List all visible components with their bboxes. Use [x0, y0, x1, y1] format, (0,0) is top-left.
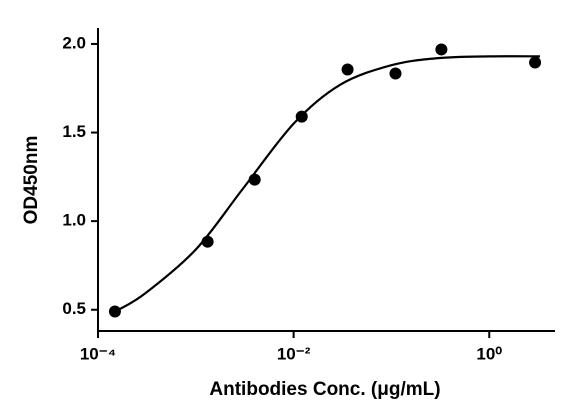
- x-tick-label: 10⁻²: [277, 344, 311, 363]
- data-point: [341, 63, 354, 76]
- data-point: [108, 305, 121, 318]
- y-tick-label: 0.5: [62, 299, 86, 318]
- fit-curve: [114, 55, 540, 313]
- data-point: [389, 67, 402, 80]
- x-axis-title: Antibodies Conc. (μg/mL): [209, 379, 440, 400]
- x-tick-label: 10⁻⁴: [80, 344, 116, 363]
- data-point: [529, 56, 542, 69]
- y-tick-label: 2.0: [62, 33, 86, 52]
- y-axis-title: OD450nm: [21, 136, 42, 225]
- y-tick-label: 1.0: [62, 211, 86, 230]
- data-point: [435, 43, 448, 56]
- x-tick-label: 10⁰: [476, 344, 502, 363]
- y-tick-label: 1.5: [62, 122, 86, 141]
